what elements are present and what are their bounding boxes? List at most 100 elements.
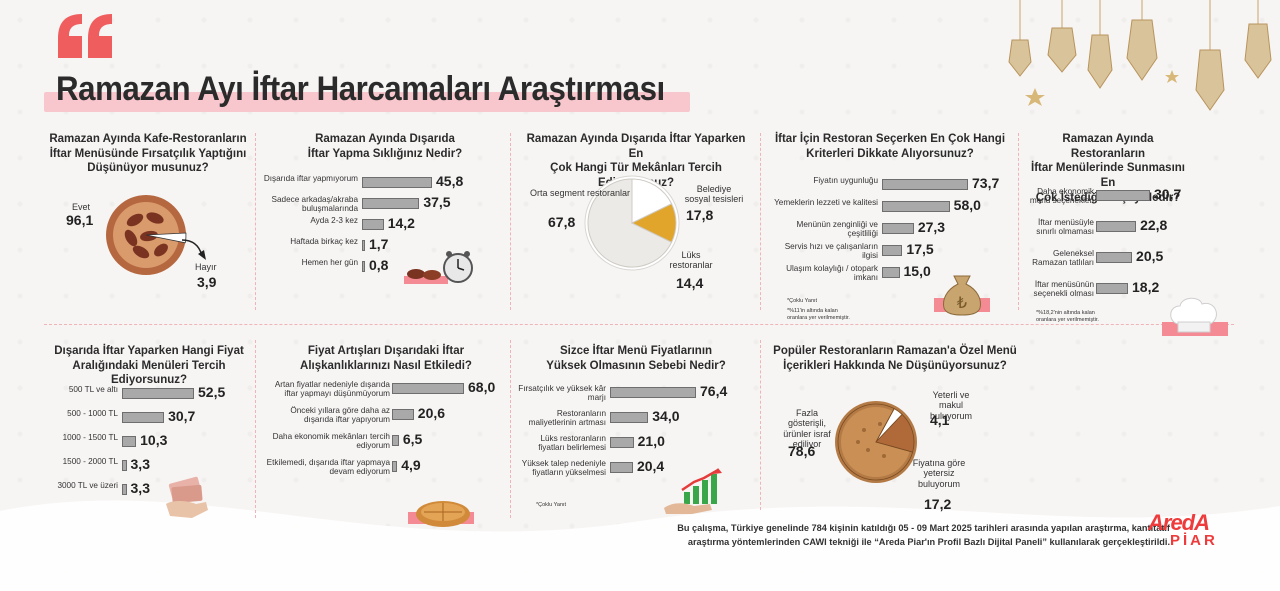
chart3-value-luks: 14,4 (676, 275, 704, 291)
c6-category-label: 1000 - 1500 TL (52, 433, 118, 457)
c5-category-label: İftar menüsüyle sınırlı olmaması (1026, 218, 1094, 249)
c6-bar (122, 484, 127, 495)
divider (760, 133, 761, 310)
chart9-slice-fiyatina (875, 413, 915, 453)
c2-category-text: Ayda 2-3 kez (310, 216, 358, 225)
chart3-label-luks: Lüks restoranlar (669, 250, 713, 271)
c7-bar (392, 383, 464, 394)
c4-bar (882, 267, 900, 278)
c7-category-text: Etkilemedi, dışarıda iftar yapmaya devam… (266, 458, 390, 477)
c4-value-label: 58,0 (953, 197, 981, 213)
money-hand-icon (166, 476, 208, 518)
c7-value-label: 20,6 (417, 405, 446, 421)
quote-icon (58, 14, 112, 58)
chart3-slice-luks (630, 203, 677, 243)
chart1-value-evet: 96,1 (66, 212, 94, 228)
c4-value-label: 15,0 (903, 263, 931, 279)
lanterns-icon (1008, 0, 1272, 111)
c5-value-label: 20,5 (1136, 248, 1164, 264)
c4-bar (882, 201, 950, 212)
chart4-note: *Çoklu Yanıt (787, 298, 818, 304)
c7-category-label: Artan fiyatlar nedeniyle dışarıda iftar … (262, 380, 390, 406)
pide-bread-icon (416, 501, 470, 527)
divider (760, 340, 761, 510)
c4-category-label: Servis hızı ve çalışanların ilgisi (768, 242, 878, 264)
c4-value-label: 17,5 (906, 241, 934, 257)
c4-value-label: 73,7 (972, 175, 1000, 191)
chart8-title: Sizce İftar Menü Fiyatlarının Yüksek Olm… (546, 345, 726, 372)
c5-value-label: 30,7 (1154, 186, 1182, 202)
c6-category-text: 3000 TL ve üzeri (57, 481, 118, 490)
c2-bar (362, 261, 365, 272)
c6-category-text: 1500 - 2000 TL (62, 457, 118, 466)
chart3-pie (584, 175, 680, 271)
c2-bar (362, 198, 420, 209)
c4-category-label: Menünün zenginliği ve çeşitliliği (768, 220, 878, 242)
c6-category-label: 1500 - 2000 TL (52, 457, 118, 481)
chart9-slice-fazla (837, 403, 914, 481)
c4-value-label: 27,3 (917, 219, 946, 235)
c8-bar (610, 437, 634, 448)
c5-bar (1096, 283, 1128, 294)
c8-value-label: 76,4 (700, 383, 728, 399)
chart9-value-fazla: 78,6 (788, 443, 816, 459)
c5-category-text: İftar menüsüyle sınırlı olmaması (1036, 218, 1094, 237)
page-title: Ramazan Ayı İftar Harcamaları Araştırmas… (56, 70, 665, 108)
c5-category-label: Geleneksel Ramazan tatlıları (1026, 249, 1094, 280)
c7-category-text: Önceki yıllara göre daha az dışarıda ift… (290, 406, 390, 425)
c8-category-label: Lüks restoranların fiyatları belirlemesi (518, 434, 606, 459)
c7-category-text: Daha ekonomik mekânları tercih ediyorum (272, 432, 390, 451)
c6-value-label: 10,3 (140, 432, 168, 448)
c8-bar (610, 412, 649, 423)
c4-category-text: Servis hızı ve çalışanların ilgisi (784, 242, 878, 261)
footer-note: Bu çalışma, Türkiye genelinde 784 kişini… (677, 523, 1170, 547)
c5-value-label: 18,2 (1132, 279, 1160, 295)
c4-category-label: Yemeklerin lezzeti ve kalitesi (768, 198, 878, 220)
c7-category-label: Daha ekonomik mekânları tercih ediyorum (262, 432, 390, 458)
c7-category-text: Artan fiyatlar nedeniyle dışarıda iftar … (274, 380, 390, 399)
chart3-label-belediye: Belediye sosyal tesisleri (684, 184, 744, 205)
c8-category-text: Restoranların maliyetlerinin artması (528, 409, 606, 428)
c6-category-label: 500 TL ve altı (52, 385, 118, 409)
dates-and-clock-icon (404, 251, 473, 284)
c6-category-text: 1000 - 1500 TL (62, 433, 118, 442)
divider (510, 340, 511, 518)
c2-bar (362, 177, 432, 188)
c8-bar (610, 462, 633, 473)
c7-value-label: 6,5 (402, 431, 423, 447)
chart4-note: *%11'in altında kalan oranlara yer veril… (787, 308, 850, 321)
chart6-title: Dışarıda İftar Yaparken Hangi Fiyat Aral… (54, 345, 244, 387)
chart9-pie (835, 401, 917, 483)
divider (510, 133, 511, 310)
chart9-value-yeterli: 4,1 (930, 412, 950, 428)
money-bag-icon: ₺ (943, 275, 981, 316)
c7-bar (392, 435, 399, 446)
c7-value-label: 4,9 (401, 457, 421, 473)
svg-text:₺: ₺ (957, 293, 967, 312)
c7-value-label: 68,0 (468, 379, 496, 395)
arrow-icon (181, 239, 206, 260)
c2-category-text: Sadece arkadaş/akraba buluşmalarında (271, 195, 358, 214)
c6-value-label: 30,7 (168, 408, 196, 424)
c2-bar (362, 219, 384, 230)
c2-value-label: 0,8 (369, 257, 389, 273)
c6-bar (122, 388, 194, 399)
c8-category-text: Fırsatçılık ve yüksek kâr marjı (518, 384, 606, 403)
chart1-pie (106, 195, 187, 275)
c8-category-label: Fırsatçılık ve yüksek kâr marjı (518, 384, 606, 409)
c5-bar (1096, 221, 1137, 232)
chart5-note: *%18,2'nin altında kalan oranlara yer ve… (1036, 310, 1099, 323)
chart8-note: *Çoklu Yanıt (536, 502, 567, 508)
chart1-title: Ramazan Ayında Kafe-Restoranların İftar … (49, 133, 247, 175)
c2-value-label: 1,7 (369, 236, 389, 252)
c8-value-label: 21,0 (637, 433, 665, 449)
chart9-label-fiyatina: Fiyatına göre yetersiz buluyorum (912, 458, 966, 489)
c8-category-label: Restoranların maliyetlerinin artması (518, 409, 606, 434)
c4-category-text: Yemeklerin lezzeti ve kalitesi (774, 198, 878, 207)
c5-category-label: Daha ekonomik menü seçenekleri (1026, 187, 1094, 218)
c6-category-text: 500 - 1000 TL (67, 409, 118, 418)
chart2-title: Ramazan Ayında Dışarıda İftar Yapma Sıkl… (307, 133, 463, 160)
chart7-title: Fiyat Artışları Dışarıdaki İftar Alışkan… (300, 345, 472, 372)
c7-category-label: Etkilemedi, dışarıda iftar yapmaya devam… (262, 458, 390, 484)
c8-bar (610, 387, 696, 398)
